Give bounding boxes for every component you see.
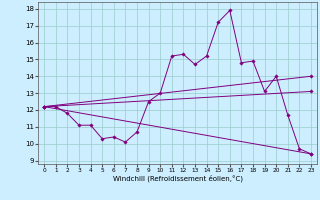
X-axis label: Windchill (Refroidissement éolien,°C): Windchill (Refroidissement éolien,°C): [113, 175, 243, 182]
